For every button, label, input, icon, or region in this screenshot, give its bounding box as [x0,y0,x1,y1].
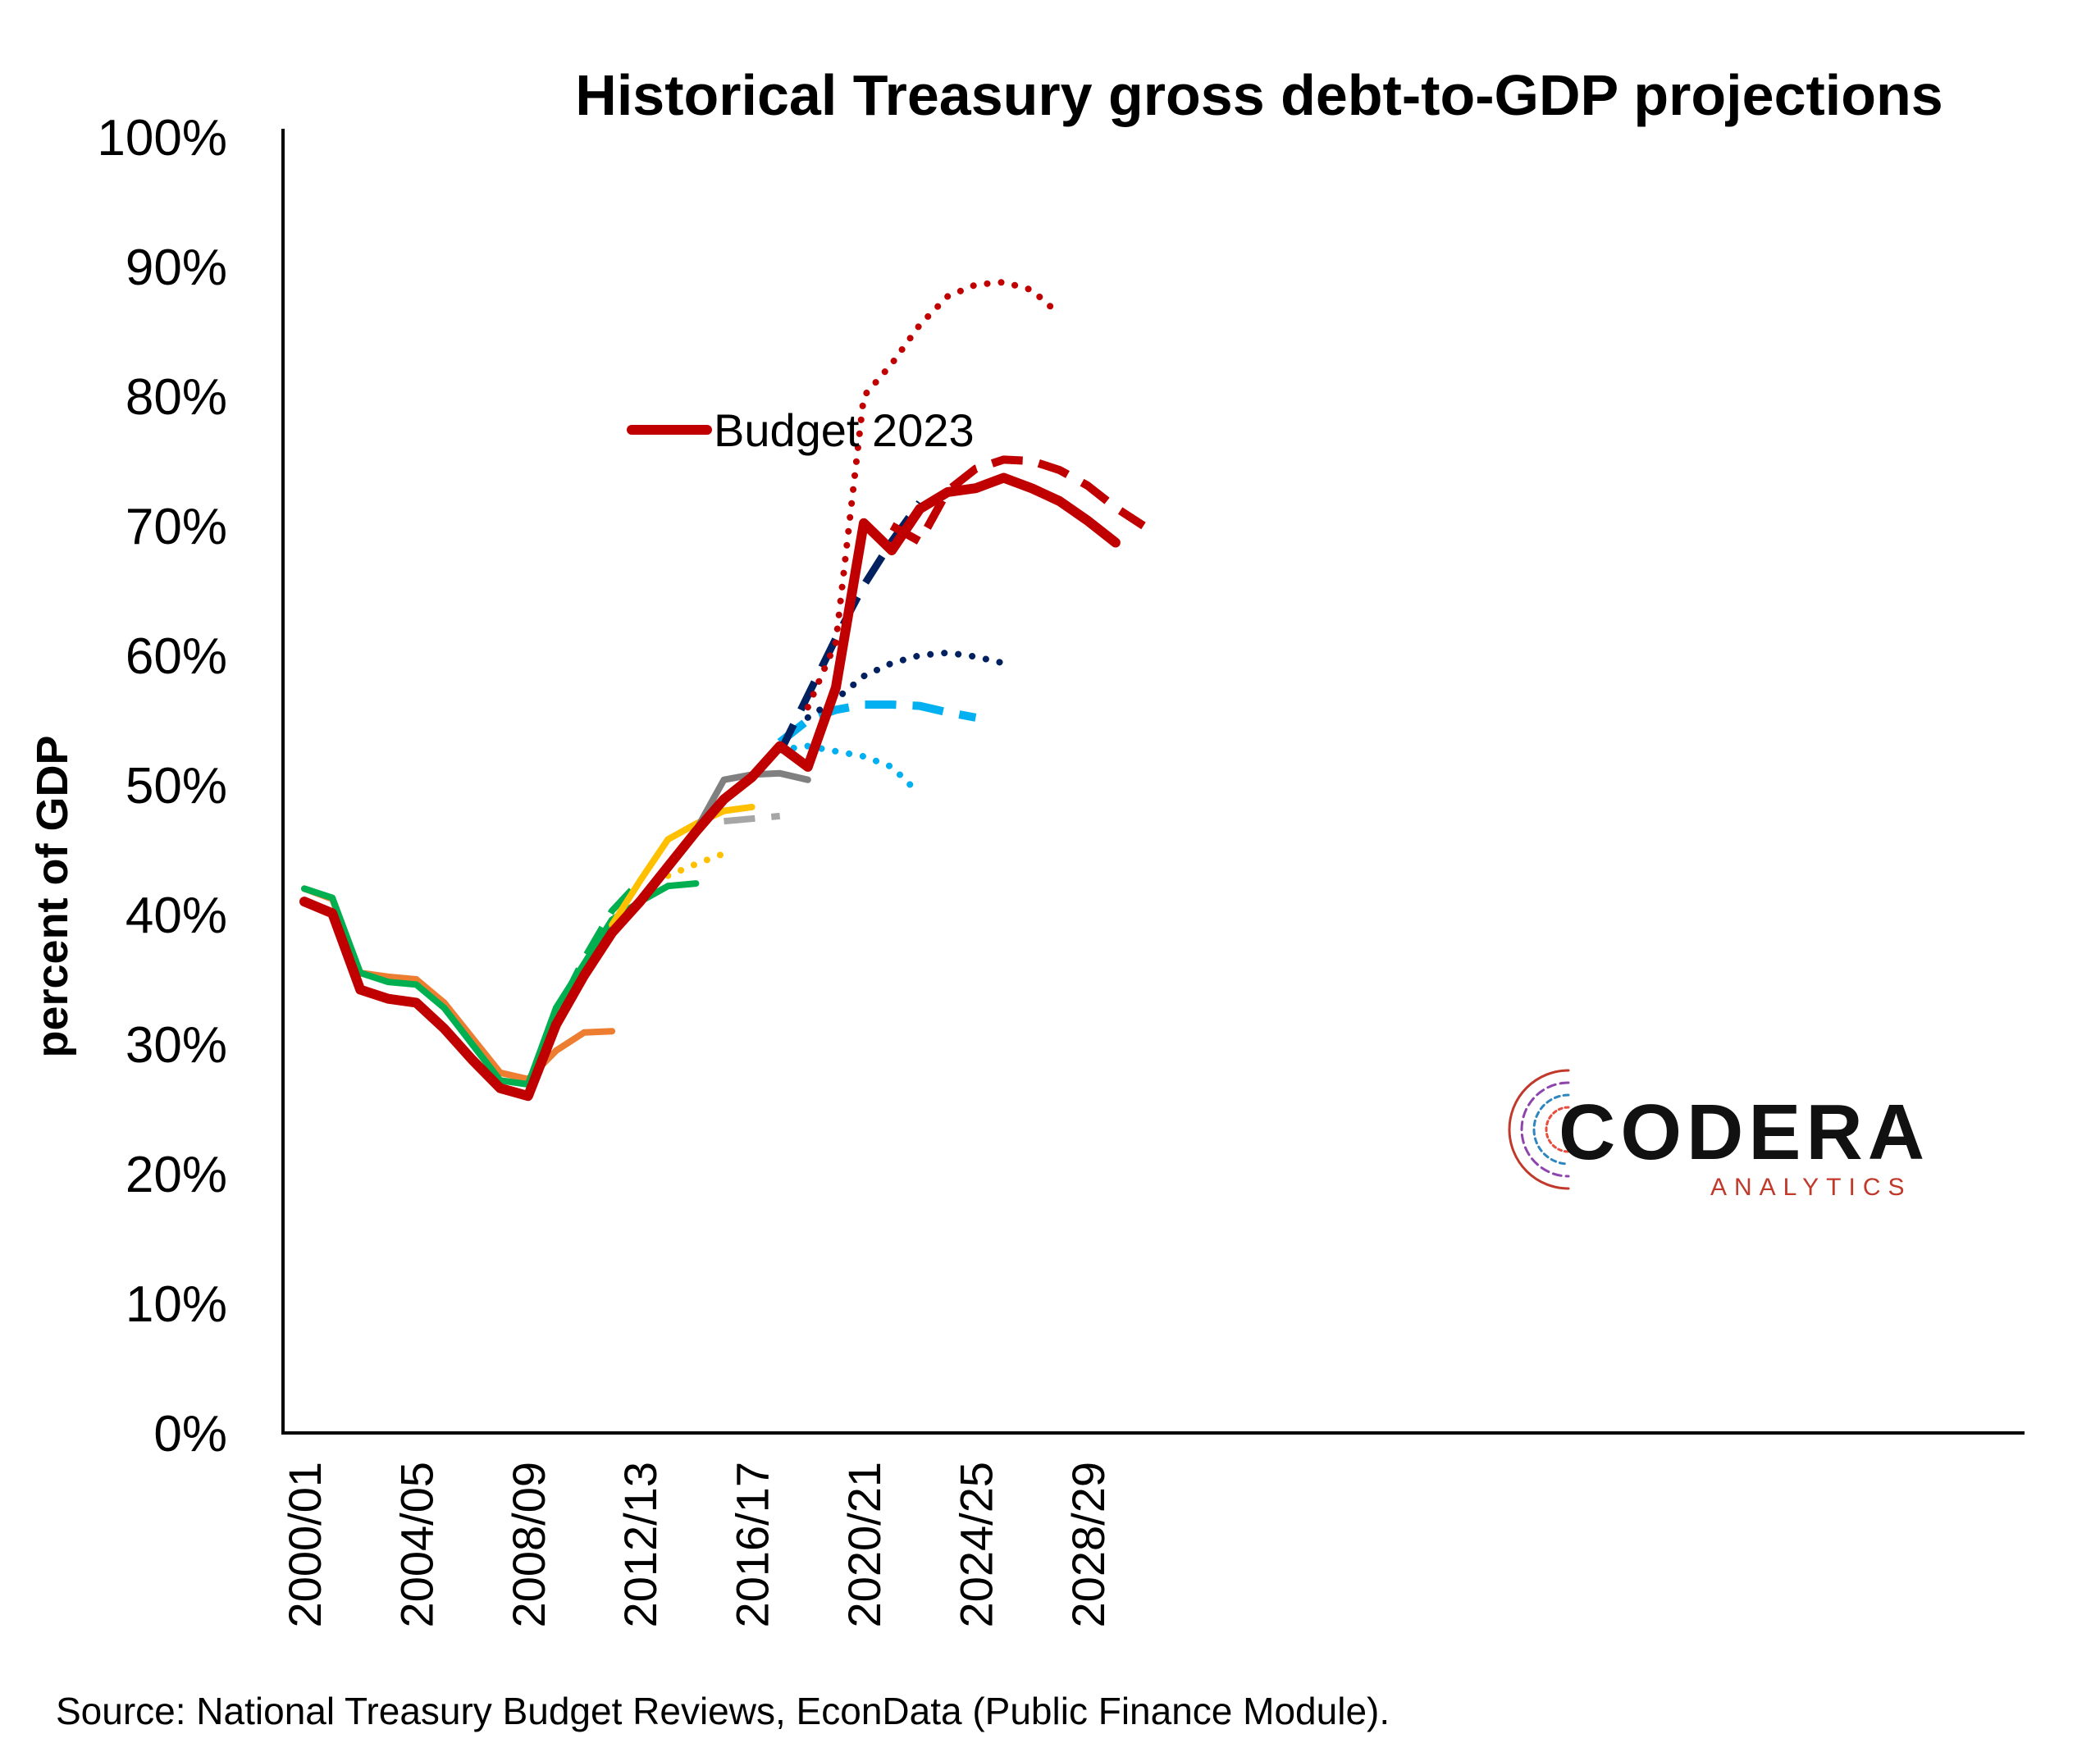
x-tick-label: 2016/17 [727,1462,778,1627]
series-line-3 [609,803,756,929]
y-tick-label: 20% [126,1147,227,1203]
series-line-11 [804,279,1063,711]
logo-wordmark: CODERA [1559,1088,1929,1176]
legend-label-budget-2023: Budget 2023 [714,404,975,456]
series-line-12 [889,455,1146,545]
logo-emblem [1508,1069,1570,1190]
y-tick-label: 0% [153,1406,227,1462]
series-line-4 [664,850,728,879]
series-line-budget-2023 [299,472,1121,1102]
y-tick-label: 10% [126,1276,227,1333]
x-tick-label: 2004/05 [390,1462,442,1627]
x-tick-label: 2020/21 [838,1462,890,1627]
y-axis-label: percent of GDP [28,735,77,1057]
y-tick-label: 90% [126,240,227,296]
chart-title: Historical Treasury gross debt-to-GDP pr… [575,63,1942,127]
y-tick-label: 50% [126,758,227,814]
x-tick-label: 2024/25 [950,1462,1002,1627]
y-tick-label: 100% [97,110,227,167]
y-tick-label: 40% [126,887,227,944]
series-line-8 [777,700,977,746]
y-tick-label: 80% [126,369,227,426]
codera-logo: CODERA ANALYTICS [1508,1069,1929,1201]
x-axis-tick-labels: 2000/01 2004/05 2008/09 2012/13 2016/17 2020/… [279,1462,1114,1627]
y-tick-label: 60% [126,628,227,685]
logo-subtitle: ANALYTICS [1710,1174,1912,1201]
series-line-7 [776,742,924,798]
y-tick-label: 30% [126,1017,227,1074]
x-tick-label: 2000/01 [279,1462,331,1627]
legend: Budget 2023 [627,404,975,456]
x-tick-label: 2008/09 [503,1462,555,1627]
x-tick-label: 2028/29 [1062,1462,1114,1627]
series-line-6 [724,812,781,825]
series-lines [299,279,1146,1102]
y-axis-tick-labels: 0% 10% 20% 30% 40% 50% 60% 70% 80% 90% 100% [97,110,227,1462]
x-tick-label: 2012/13 [614,1462,666,1627]
axes [281,129,2025,1435]
y-tick-label: 70% [126,499,227,555]
source-note: Source: National Treasury Budget Reviews… [56,1690,1390,1732]
series-line-9 [804,649,1007,721]
